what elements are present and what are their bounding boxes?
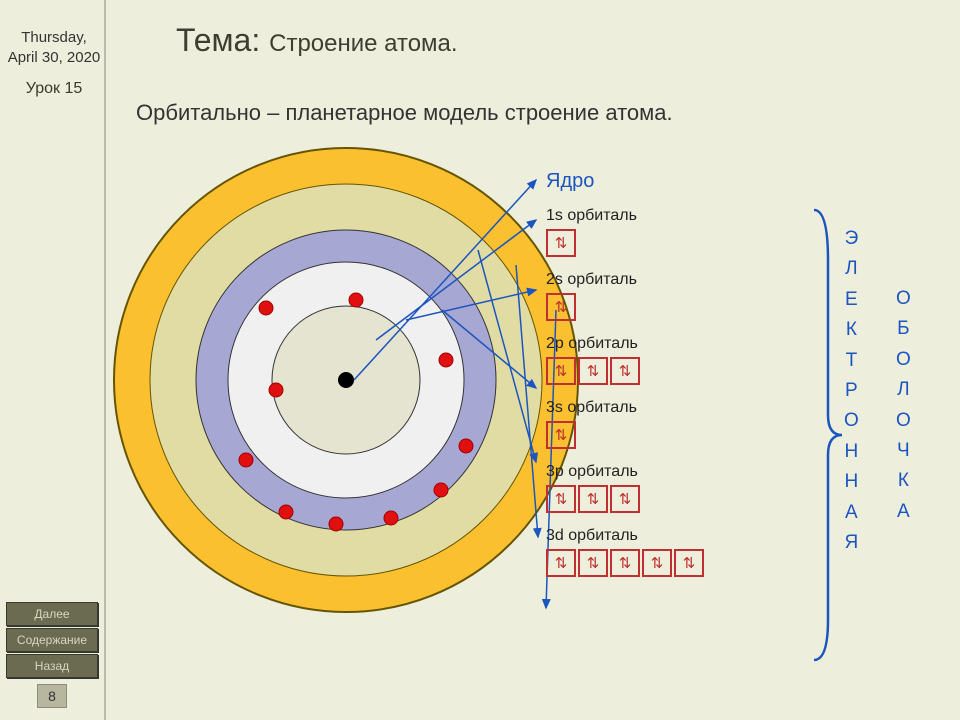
orbital-label: 1s орбиталь [546,207,806,225]
electron-box: ⇅ [546,549,576,577]
orbital-label: 3p орбиталь [546,463,806,481]
content-area: Тема: Строение атома. Орбитально – плане… [106,0,960,720]
legend: Ядро 1s орбиталь ⇅ 2s орбиталь ⇅ 2p орбиталь… [546,170,806,577]
title-text: Строение атома. [269,30,457,57]
brace-icon [806,200,846,680]
electron-box: ⇅ [610,357,640,385]
orbital-label: 2p орбиталь [546,335,806,353]
slide: Thursday, April 30, 2020 Урок 15 Далее С… [0,0,960,720]
electron-box: ⇅ [546,421,576,449]
electron-box: ⇅ [578,485,608,513]
vertical-word-1: ЭЛЕКТРОННАЯ [844,224,861,558]
electron-box: ⇅ [546,357,576,385]
orbital-label: 3d орбиталь [546,527,806,545]
orbital-label: 3s орбиталь [546,399,806,417]
orbital-boxes: ⇅ [546,293,806,321]
orbital-list: 1s орбиталь⇅2s орбиталь⇅2p орбиталь⇅⇅⇅3s… [546,207,806,577]
electron-box: ⇅ [546,485,576,513]
title-prefix: Тема: [176,22,260,58]
electron-box: ⇅ [642,549,672,577]
electron-box: ⇅ [610,485,640,513]
electron-box: ⇅ [546,293,576,321]
nav-block: Далее Содержание Назад 8 [6,602,98,708]
subtitle: Орбитально – планетарное модель строение… [136,100,673,126]
page-title: Тема: Строение атома. [176,22,458,59]
electron-box: ⇅ [578,549,608,577]
orbital-boxes: ⇅⇅⇅ [546,357,806,385]
legend-nucleus: Ядро [546,170,806,193]
contents-button[interactable]: Содержание [6,628,98,652]
lesson-label: Урок 15 [6,80,102,98]
electron-box: ⇅ [674,549,704,577]
electron-box: ⇅ [546,229,576,257]
back-button[interactable]: Назад [6,654,98,678]
electron-box: ⇅ [578,357,608,385]
vertical-word-2: ОБОЛОЧКА [896,284,913,527]
orbital-boxes: ⇅ [546,421,806,449]
orbital-boxes: ⇅⇅⇅ [546,485,806,513]
page-number: 8 [37,684,67,708]
sidebar: Thursday, April 30, 2020 Урок 15 Далее С… [0,0,106,720]
next-button[interactable]: Далее [6,602,98,626]
orbital-label: 2s орбиталь [546,271,806,289]
date-label: Thursday, April 30, 2020 [6,28,102,67]
electron-box: ⇅ [610,549,640,577]
orbital-boxes: ⇅⇅⇅⇅⇅ [546,549,806,577]
orbital-boxes: ⇅ [546,229,806,257]
atom-diagram [106,140,586,660]
